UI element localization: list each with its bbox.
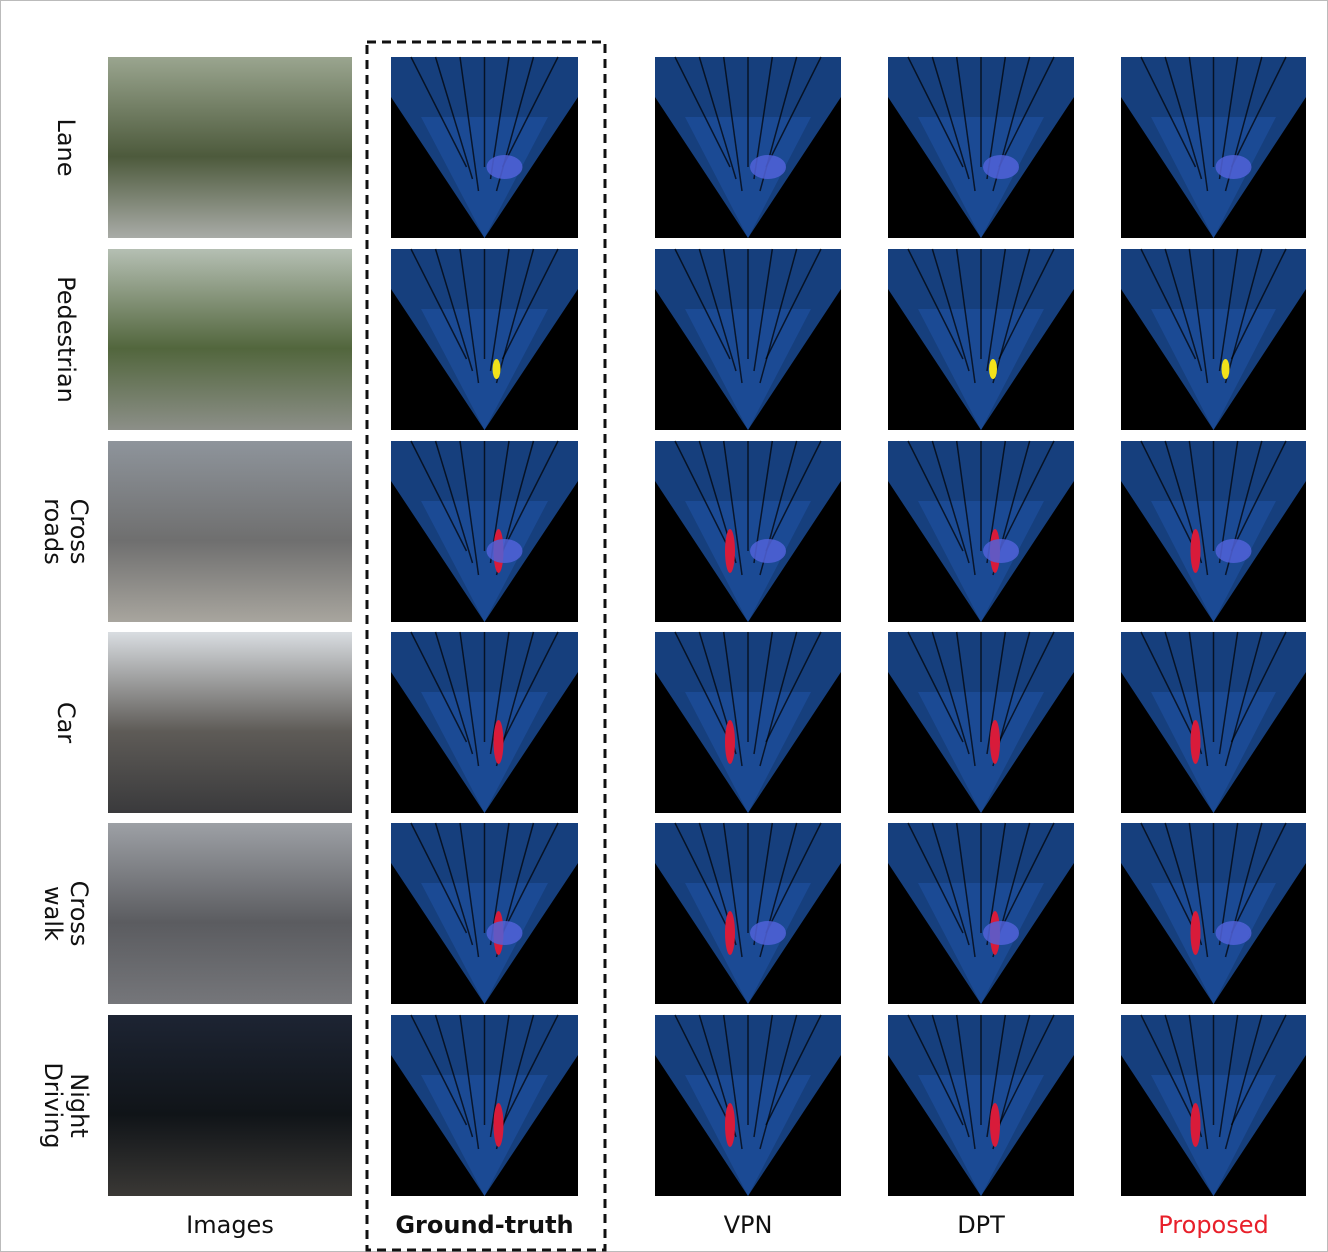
row-label-line: Pedestrian (52, 276, 80, 403)
bev-object (1222, 359, 1230, 379)
row-label-line: Driving (39, 1062, 67, 1148)
bev-region (1216, 155, 1252, 179)
row-label: Lane (52, 118, 80, 176)
bev-object (989, 359, 997, 379)
row-label: Crossroads (39, 498, 93, 564)
bev-region (487, 155, 523, 179)
photo (108, 632, 352, 813)
photo (108, 1015, 352, 1196)
row-label: Pedestrian (52, 276, 80, 403)
photo (108, 249, 352, 430)
row-label: Crosswalk (39, 881, 93, 947)
bev-object (990, 1103, 1000, 1147)
row-label: Car (52, 702, 80, 743)
row-label-line: Cross (65, 881, 93, 947)
bev-region (487, 921, 523, 945)
bev-region (983, 921, 1019, 945)
bev-object (494, 720, 504, 764)
bev-object (990, 720, 1000, 764)
bev-region (983, 155, 1019, 179)
bev-object (725, 1103, 735, 1147)
bev-region (1216, 921, 1252, 945)
bev-region (750, 921, 786, 945)
row-label-line: roads (39, 498, 67, 564)
photo (108, 823, 352, 1004)
bev-object (725, 720, 735, 764)
column-label: Ground-truth (395, 1211, 573, 1239)
figure: LanePedestrianCrossroadsCarCrosswalkNigh… (0, 0, 1328, 1252)
bev-object (1191, 720, 1201, 764)
bev-object (493, 359, 501, 379)
column-label: Images (186, 1211, 274, 1239)
photo (108, 441, 352, 622)
photo (108, 57, 352, 238)
row-label-line: Cross (65, 499, 93, 565)
bev-object (1191, 1103, 1201, 1147)
bev-object (494, 1103, 504, 1147)
column-label: Proposed (1158, 1211, 1269, 1239)
row-label-line: Car (52, 702, 80, 743)
bev-region (1216, 539, 1252, 563)
bev-region (750, 539, 786, 563)
row-label-line: Lane (52, 118, 80, 176)
row-label-line: walk (39, 886, 67, 941)
bev-object (1191, 529, 1201, 573)
row-label: NightDriving (39, 1062, 93, 1148)
column-label: DPT (957, 1211, 1005, 1239)
bev-object (725, 529, 735, 573)
bev-object (1191, 911, 1201, 955)
bev-region (750, 155, 786, 179)
bev-region (983, 539, 1019, 563)
bev-region (487, 539, 523, 563)
column-label: VPN (724, 1211, 773, 1239)
bev-object (725, 911, 735, 955)
row-label-line: Night (65, 1073, 93, 1137)
